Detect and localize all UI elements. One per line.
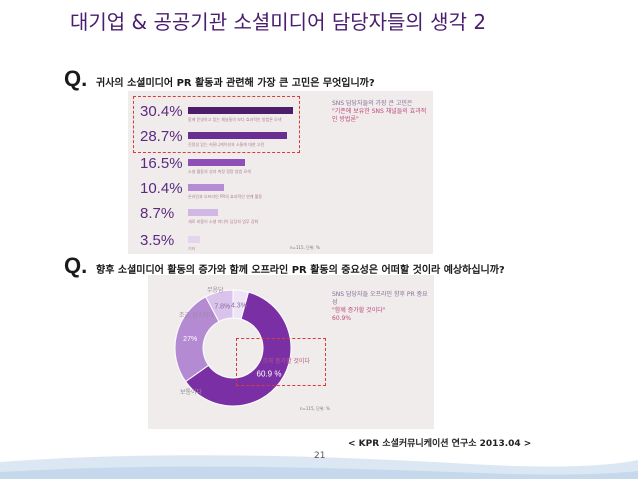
q1-bar-0 [188,107,293,114]
q1-bar-4 [188,209,218,216]
q1-sub-2: 소셜 활동의 성과 측정 정량 방법 모색 [188,169,251,174]
q2-donut-chart: 60.9 % 27% 7.8% 4.3% [174,289,292,407]
q1-sub-0: 함께 운영하고 있는 채널들의 보다 효과적인 방법론 모색 [188,117,282,122]
q1-callout: SNS 담당자들의 가장 큰 고민은 "기존에 보유한 SNS 채널들의 효과적… [332,100,427,124]
q2-slice-value-0: 60.9 % [257,369,282,378]
page-number: 21 [314,451,326,461]
q2-callout-value: 60.9% [332,315,352,322]
q1-value-2: 16.5% [140,155,183,172]
page-title: 대기업 & 공공기관 소셜미디어 담당자들의 생각 2 [70,10,487,34]
q1-highlight-box [133,96,300,153]
q1-callout-title: SNS 담당자들의 가장 큰 고민은 [332,100,413,107]
q1-callout-highlight: "기존에 보유한 SNS 채널들의 효과적인 방법론" [332,108,427,123]
q2-slice-label-normal: 보통이다 [180,389,203,396]
q1-note: n=115, 단위: % [290,245,320,250]
q2-highlight-box [236,338,326,386]
q2-mark: Q. [64,253,88,278]
q1-bar-1 [188,132,287,139]
source-credit: < KPR 소셜커뮤니케이션 연구소 2013.04 > [348,439,532,449]
q1-value-5: 3.5% [140,232,175,249]
q2-slice-0 [184,291,292,407]
q1-sub-5: 기타 [188,246,196,251]
q2-callout-title: SNS 담당자들 오프라인 향후 PR 중요성 [332,291,428,306]
q2-slice-3 [232,289,250,320]
q2-slice-label-decrease: 조금 감소하다 [179,312,215,319]
q2-slice-value-1: 27% [183,336,197,343]
q1-bar-5 [188,236,200,243]
q1-value-4: 8.7% [140,205,175,222]
q2-callout-highlight: "함께 증가할 것이다" [332,307,386,314]
q2-slice-value-3: 4.3% [231,302,247,309]
q1-chart-panel [128,91,433,254]
q1-value-1: 28.7% [140,128,183,145]
q1-value-0: 30.4% [140,103,183,120]
q2-callout: SNS 담당자들 오프라인 향후 PR 중요성 "함께 증가할 것이다" 60.… [332,291,430,323]
q1-sub-3: 온라인과 오프라인 PR의 효과적인 연계 활동 [188,194,263,199]
q2-question: 향후 소셜미디어 활동의 증가와 함께 오프라인 PR 활동의 중요성은 어떠할… [96,265,505,276]
q2-slice-value-2: 7.8% [214,303,230,310]
q2-note: n=115, 단위: % [300,406,330,411]
q1-question: 귀사의 소셜미디어 PR 활동과 관련해 가장 큰 고민은 무엇입니까? [96,78,375,89]
q1-value-3: 10.4% [140,180,183,197]
q1-sub-1: 진정성 있는 커뮤니케이션과 소통에 대한 고민 [188,142,265,147]
q1-sub-4: 새로 비중이 소셜 미디어 담당자 업무 강화 [188,219,259,224]
q1-mark: Q. [64,66,88,91]
q2-slice-label-main: 크게 증가할 것이다 [262,358,310,365]
q2-slice-label-noanswer: 무응답 [207,287,224,294]
q1-bar-2 [188,159,245,166]
q1-bar-3 [188,184,224,191]
